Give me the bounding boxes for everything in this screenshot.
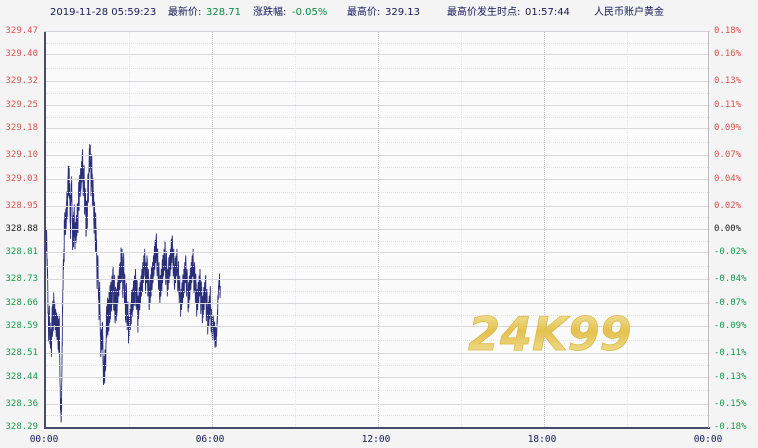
- y-axis-label-left: 328.95: [5, 200, 38, 211]
- y-axis-label-right: -0.13%: [714, 371, 747, 382]
- y-axis-label-right: 0.16%: [714, 49, 742, 60]
- x-axis-label: 12:00: [361, 434, 391, 445]
- y-axis-label-right: 0.11%: [714, 99, 742, 110]
- gridline-vertical-minor: [627, 31, 628, 427]
- x-axis-label: 18:00: [527, 434, 557, 445]
- x-axis-label: 06:00: [195, 434, 225, 445]
- y-axis-label-left: 328.44: [5, 371, 38, 382]
- y-axis-label-right: 0.04%: [714, 173, 742, 184]
- header-high-label: 最高价:: [347, 7, 381, 18]
- y-axis-label-left: 329.25: [5, 99, 38, 110]
- chart-header: 2019-11-28 05:59:23 最新价: 328.71 涨跌幅: -0.…: [0, 0, 758, 27]
- y-axis-label-left: 328.51: [5, 348, 38, 359]
- gridline-vertical: [212, 31, 213, 427]
- y-axis-label-right: 0.13%: [714, 76, 742, 87]
- gridline-vertical-minor: [129, 31, 130, 427]
- y-axis-label-right: 0.00%: [714, 224, 742, 234]
- gridline-vertical: [544, 31, 545, 427]
- chart-plot-inner: [46, 31, 710, 427]
- y-axis-label-left: 329.32: [5, 76, 38, 87]
- y-axis-label-left: 328.36: [5, 398, 38, 409]
- y-axis-label-right: -0.15%: [714, 398, 747, 409]
- y-axis-label-right: 0.18%: [714, 26, 742, 36]
- header-high-time-label: 最高价发生时点:: [447, 7, 521, 18]
- header-instrument-name: 人民币账户黄金: [594, 7, 664, 18]
- y-axis-label-right: -0.11%: [714, 348, 747, 359]
- y-axis-label-left: 328.73: [5, 274, 38, 285]
- gridline-vertical: [378, 31, 379, 427]
- y-axis-label-right: -0.07%: [714, 297, 747, 308]
- price-line: [46, 144, 221, 423]
- y-axis-label-right: 0.07%: [714, 150, 742, 161]
- gridline-vertical-minor: [295, 31, 296, 427]
- price-line-series: [46, 144, 221, 423]
- y-axis-label-right: 0.09%: [714, 123, 742, 134]
- y-axis-label-right: -0.04%: [714, 274, 747, 285]
- header-change-pct-value: -0.05%: [292, 7, 328, 18]
- y-axis-label-right: -0.09%: [714, 321, 747, 332]
- gridline-vertical-minor: [461, 31, 462, 427]
- y-axis-label-left: 329.18: [5, 123, 38, 134]
- y-axis-label-left: 329.40: [5, 49, 38, 60]
- y-axis-label-left: 328.59: [5, 321, 38, 332]
- y-axis-label-right: -0.02%: [714, 247, 747, 258]
- y-axis-label-left: 329.03: [5, 173, 38, 184]
- x-axis-label: 00:00: [29, 434, 59, 445]
- y-axis-label-left: 328.88: [5, 224, 38, 234]
- y-axis-label-left: 329.47: [5, 26, 38, 36]
- header-timestamp: 2019-11-28 05:59:23: [50, 7, 157, 18]
- header-last-price-label: 最新价:: [168, 7, 202, 18]
- y-axis-label-left: 328.29: [5, 422, 38, 432]
- header-high-time-value: 01:57:44: [525, 7, 570, 18]
- header-change-pct-label: 涨跌幅:: [253, 7, 287, 18]
- x-axis-label: 00:00: [693, 434, 723, 445]
- chart-plot-area[interactable]: [44, 31, 710, 429]
- y-axis-label-left: 329.10: [5, 150, 38, 161]
- y-axis-label-right: 0.02%: [714, 200, 742, 211]
- header-high-value: 329.13: [385, 7, 420, 18]
- y-axis-label-left: 328.81: [5, 247, 38, 258]
- header-last-price-value: 328.71: [206, 7, 241, 18]
- y-axis-label-left: 328.66: [5, 297, 38, 308]
- y-axis-label-right: -0.18%: [714, 422, 747, 432]
